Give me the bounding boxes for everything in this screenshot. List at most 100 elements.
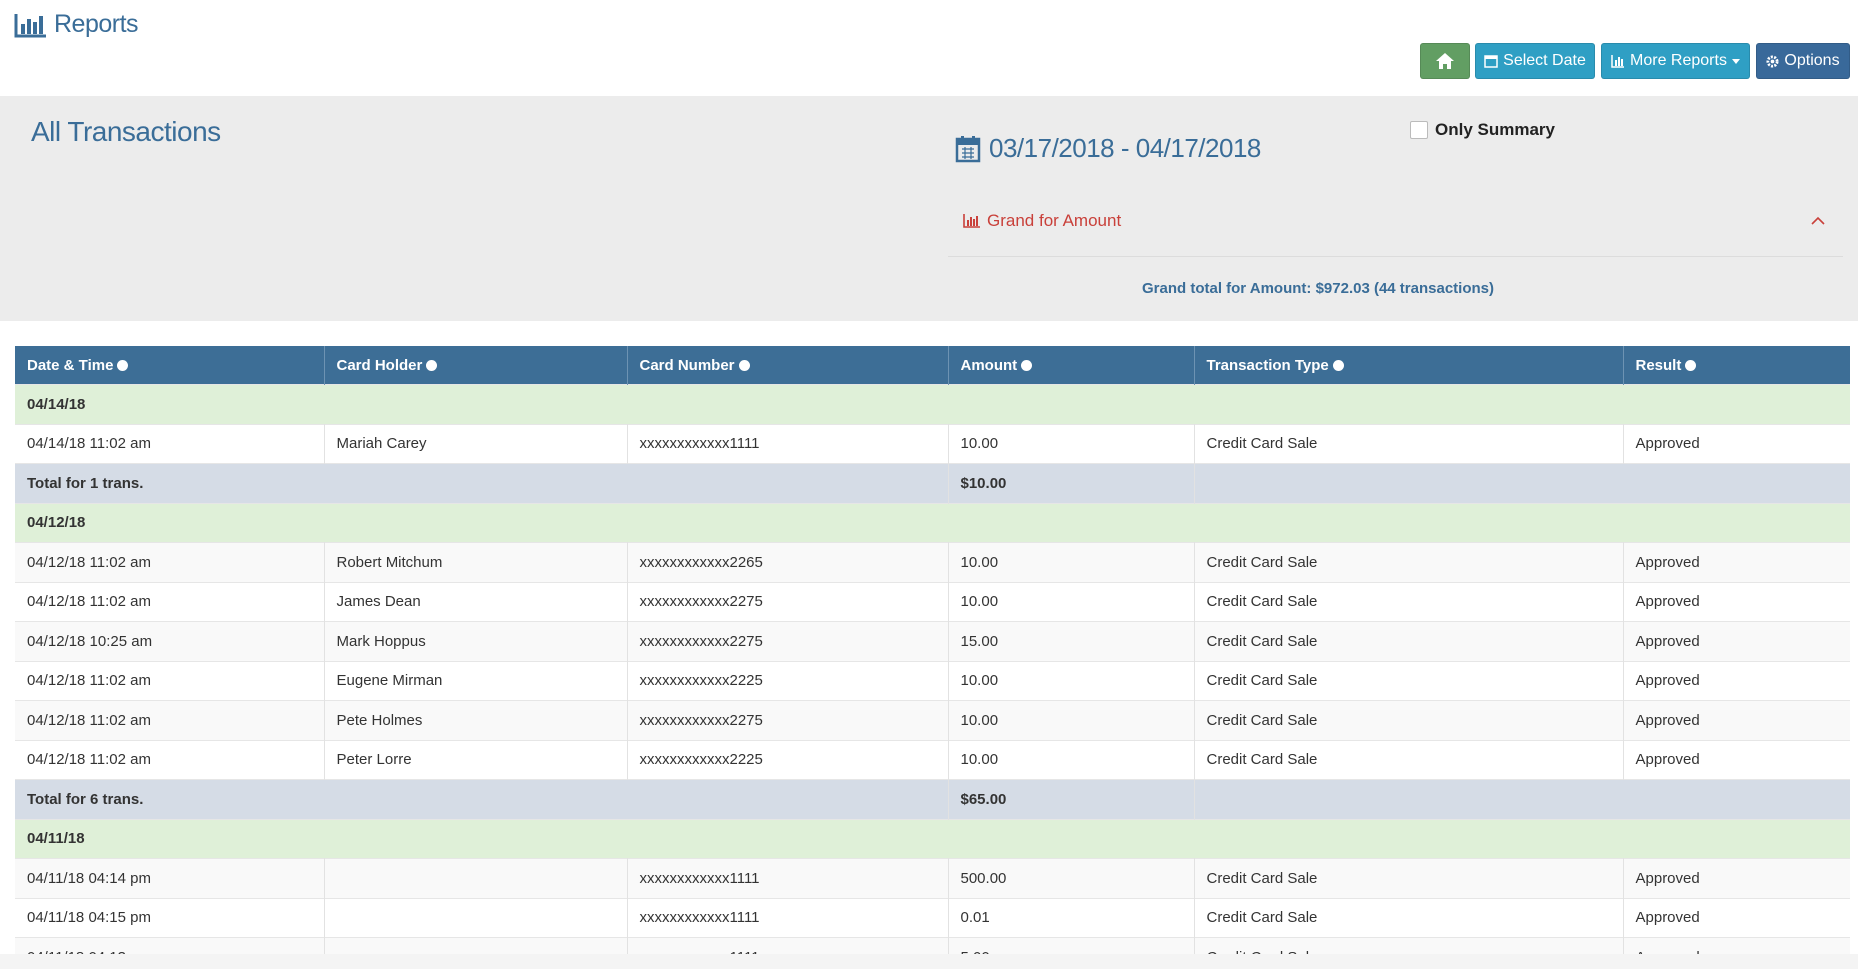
header-row: Date & Time Card Holder Card Number Amount T… [15,346,1850,385]
column-title: Transaction Type [1206,356,1329,374]
cell: 500.00 [948,858,1195,898]
cell: Approved [1623,581,1850,622]
group-date: 04/14/18 [15,384,1850,424]
cell: 04/11/18 04:13 pm [15,937,325,954]
column-title: Card Number [639,356,735,374]
transaction-row: 04/11/18 04:14 pm xxxxxxxxxxxx1111 500.00 C… [15,858,1850,898]
grand-label: Grand for Amount [987,211,1122,230]
transaction-row: 04/12/18 11:02 am Eugene Mirman xxxxxxxxxx… [15,660,1850,701]
cell: xxxxxxxxxxxx2265 [627,542,949,582]
date-range-text: 03/17/2018 - 04/17/2018 [989,133,1261,163]
calendar-icon [1484,55,1498,68]
total-row: Total for 1 trans. $10.00 [15,463,1850,503]
date-range: 03/17/2018 - 04/17/2018 [955,133,1261,164]
cell: Approved [1623,542,1850,582]
grand-total: Grand total for Amount: $972.03 (44 tran… [1141,280,1495,297]
cell: Pete Holmes [324,700,628,740]
transaction-row: 04/12/18 11:02 am Robert Mitchum xxxxxxxxx… [15,542,1850,582]
cell: 10.00 [948,739,1195,780]
group-date: 04/12/18 [15,502,1850,543]
transaction-row: 04/12/18 11:02 am Pete Holmes xxxxxxxxxxxx… [15,700,1850,740]
total-row: Total for 6 trans. $65.00 [15,779,1850,819]
help-icon [738,359,750,371]
cell: 04/12/18 11:02 am [15,581,325,622]
group-row: 04/14/18 [15,384,1850,424]
cell: 04/12/18 10:25 am [15,621,325,661]
cell: 04/12/18 11:02 am [15,739,325,780]
transaction-row: 04/12/18 11:02 am James Dean xxxxxxxxxxxx2… [15,581,1850,622]
caret-icon [1731,58,1740,64]
transaction-row: 04/12/18 11:02 am Peter Lorre xxxxxxxxxxxx… [15,739,1850,780]
cell: Mark Hoppus [324,621,628,661]
chart-icon [963,214,980,228]
cell: 04/12/18 11:02 am [15,542,325,582]
cell: Peter Lorre [324,739,628,780]
cell: Credit Card Sale [1194,739,1624,780]
cell: Credit Card Sale [1194,700,1624,740]
cell: 0.01 [948,897,1195,938]
cell: Credit Card Sale [1194,937,1624,954]
column-title: Date & Time [27,356,114,374]
help-icon [1021,359,1033,371]
grand-toggle[interactable]: Grand for Amount [963,211,1121,231]
total-label: Total for 1 trans. [15,463,949,503]
transaction-row: 04/11/18 04:13 pm xxxxxxxxxxxx11115.00Cre… [15,937,1850,954]
total-amount: $65.00 [948,779,1195,819]
cell: 04/12/18 11:02 am [15,700,325,740]
cell: Robert Mitchum [324,542,628,582]
button-label: Select Date [1503,52,1586,69]
cell: xxxxxxxxxxxx1111 [627,423,949,464]
cell: xxxxxxxxxxxx2275 [627,581,949,622]
total-label: Total for 6 trans. [15,779,949,819]
transaction-row: 04/14/18 11:02 am Mariah Carey xxxxxxxxxxx… [15,423,1850,464]
cell: xxxxxxxxxxxx1111 [627,858,949,898]
button-label: Options [1784,52,1840,69]
chart-icon [1611,55,1625,68]
help-icon [426,359,438,371]
cell: Approved [1623,660,1850,701]
cell: Eugene Mirman [324,660,628,701]
cell: xxxxxxxxxxxx1111 [627,897,949,938]
cell: Approved [1623,700,1850,740]
cell: Mariah Carey [324,423,628,464]
group-row: 04/12/18 [15,502,1850,543]
column-header: Result [1623,346,1850,385]
cell: Credit Card Sale [1194,858,1624,898]
more-reports-button[interactable]: More Reports [1601,43,1750,79]
collapse-icon[interactable] [1811,216,1825,225]
cell: 5.00 [948,937,1195,954]
cell: 10.00 [948,423,1195,464]
cell: Credit Card Sale [1194,423,1624,464]
cell: 04/11/18 04:14 pm [15,858,325,898]
app-title: Reports [54,10,139,38]
only-summary[interactable]: Only Summary [1410,120,1555,140]
group-date: 04/11/18 [15,818,1850,859]
report-title: All Transactions [31,116,221,147]
summary-panel [0,96,1858,321]
cell: Approved [1623,897,1850,938]
home-button[interactable] [1420,43,1470,79]
select-date-button[interactable]: Select Date [1475,43,1595,79]
divider [948,256,1843,257]
options-button[interactable]: Options [1756,43,1850,79]
button-label: More Reports [1630,52,1727,69]
cell: Credit Card Sale [1194,621,1624,661]
cell: xxxxxxxxxxxx2225 [627,660,949,701]
total-amount: $10.00 [948,463,1195,503]
cell: 10.00 [948,700,1195,740]
calendar-icon [955,135,981,162]
cell [324,858,628,898]
cell: 04/12/18 11:02 am [15,660,325,701]
cell: 04/11/18 04:15 pm [15,897,325,938]
column-header: Amount [948,346,1195,385]
checkbox[interactable] [1410,121,1428,139]
cell [1194,779,1850,819]
column-header: Card Number [627,346,949,385]
column-header: Date & Time [15,346,325,385]
cell: xxxxxxxxxxxx2275 [627,621,949,661]
cell: James Dean [324,581,628,622]
column-title: Result [1635,356,1682,374]
cell: xxxxxxxxxxxx1111 [627,937,949,954]
